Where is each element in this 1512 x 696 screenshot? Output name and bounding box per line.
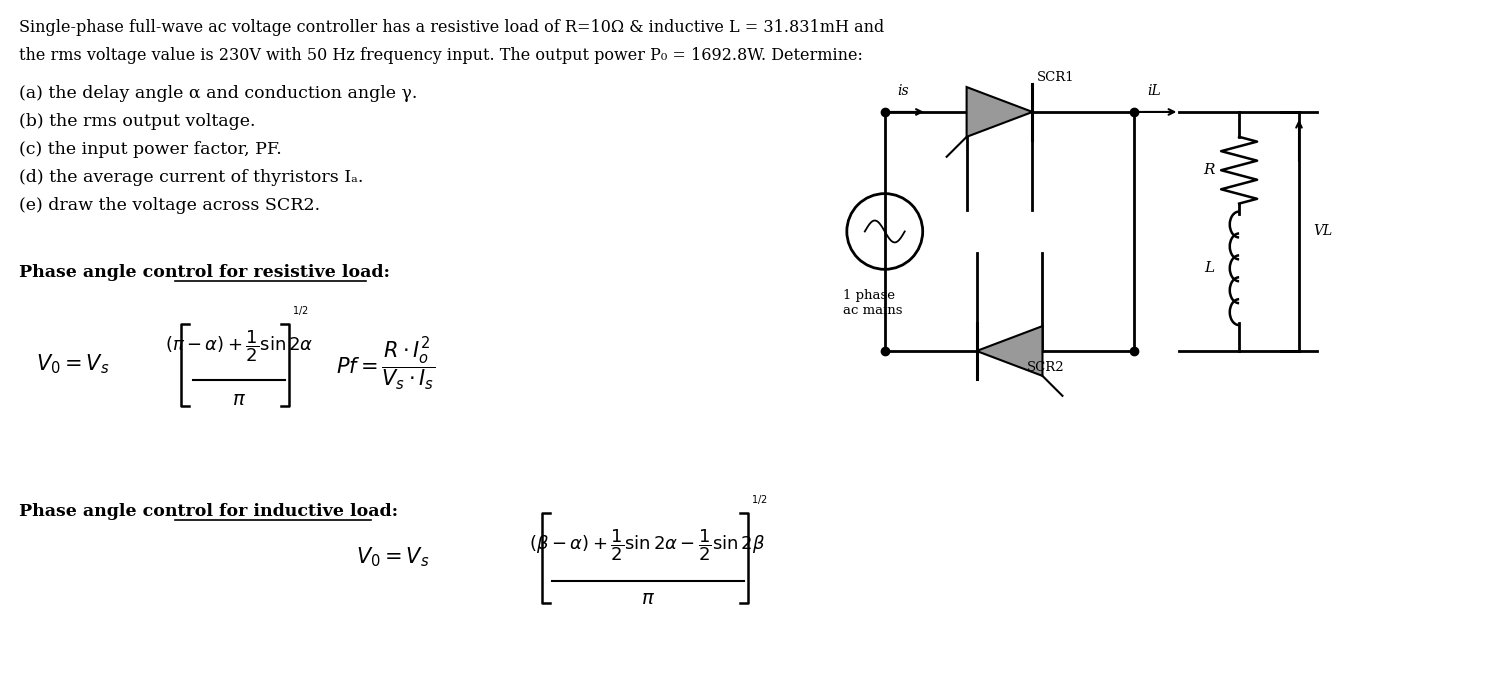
Text: the rms voltage value is 230V with 50 Hz frequency input. The output power P₀ = : the rms voltage value is 230V with 50 Hz… (20, 47, 863, 64)
Polygon shape (977, 326, 1042, 376)
Text: VL: VL (1312, 225, 1332, 239)
Text: $\pi$: $\pi$ (641, 590, 655, 608)
Text: (a) the delay angle α and conduction angle γ.: (a) the delay angle α and conduction ang… (20, 85, 417, 102)
Text: Phase angle control for inductive load:: Phase angle control for inductive load: (20, 503, 399, 521)
Text: $V_0 = V_s$: $V_0 = V_s$ (355, 546, 429, 569)
Text: $V_0 = V_s$: $V_0 = V_s$ (36, 352, 110, 376)
Text: (e) draw the voltage across SCR2.: (e) draw the voltage across SCR2. (20, 196, 321, 214)
Text: SCR2: SCR2 (1027, 361, 1064, 374)
Text: $^{1/2}$: $^{1/2}$ (292, 305, 308, 319)
Text: (d) the average current of thyristors Iₐ.: (d) the average current of thyristors Iₐ… (20, 168, 364, 186)
Text: R: R (1204, 164, 1216, 177)
Text: is: is (897, 84, 909, 98)
Text: L: L (1204, 261, 1214, 276)
Text: iL: iL (1148, 84, 1161, 98)
Text: 1 phase
ac mains: 1 phase ac mains (842, 290, 903, 317)
Text: Phase angle control for resistive load:: Phase angle control for resistive load: (20, 264, 390, 281)
Text: $(\pi - \alpha) + \dfrac{1}{2}\sin 2\alpha$: $(\pi - \alpha) + \dfrac{1}{2}\sin 2\alp… (165, 329, 313, 364)
Text: $^{1/2}$: $^{1/2}$ (751, 494, 768, 508)
Text: Single-phase full-wave ac voltage controller has a resistive load of R=10Ω & ind: Single-phase full-wave ac voltage contro… (20, 19, 885, 36)
Polygon shape (966, 87, 1033, 137)
Text: (b) the rms output voltage.: (b) the rms output voltage. (20, 113, 256, 130)
Text: SCR1: SCR1 (1037, 71, 1074, 84)
Text: (c) the input power factor, PF.: (c) the input power factor, PF. (20, 141, 283, 158)
Text: $\pi$: $\pi$ (231, 390, 246, 409)
Text: $(\beta - \alpha) + \dfrac{1}{2}\sin 2\alpha - \dfrac{1}{2}\sin 2\beta$: $(\beta - \alpha) + \dfrac{1}{2}\sin 2\a… (529, 528, 765, 563)
Text: $Pf = \dfrac{R \cdot I_o^2}{V_s \cdot I_s}$: $Pf = \dfrac{R \cdot I_o^2}{V_s \cdot I_… (336, 335, 435, 393)
